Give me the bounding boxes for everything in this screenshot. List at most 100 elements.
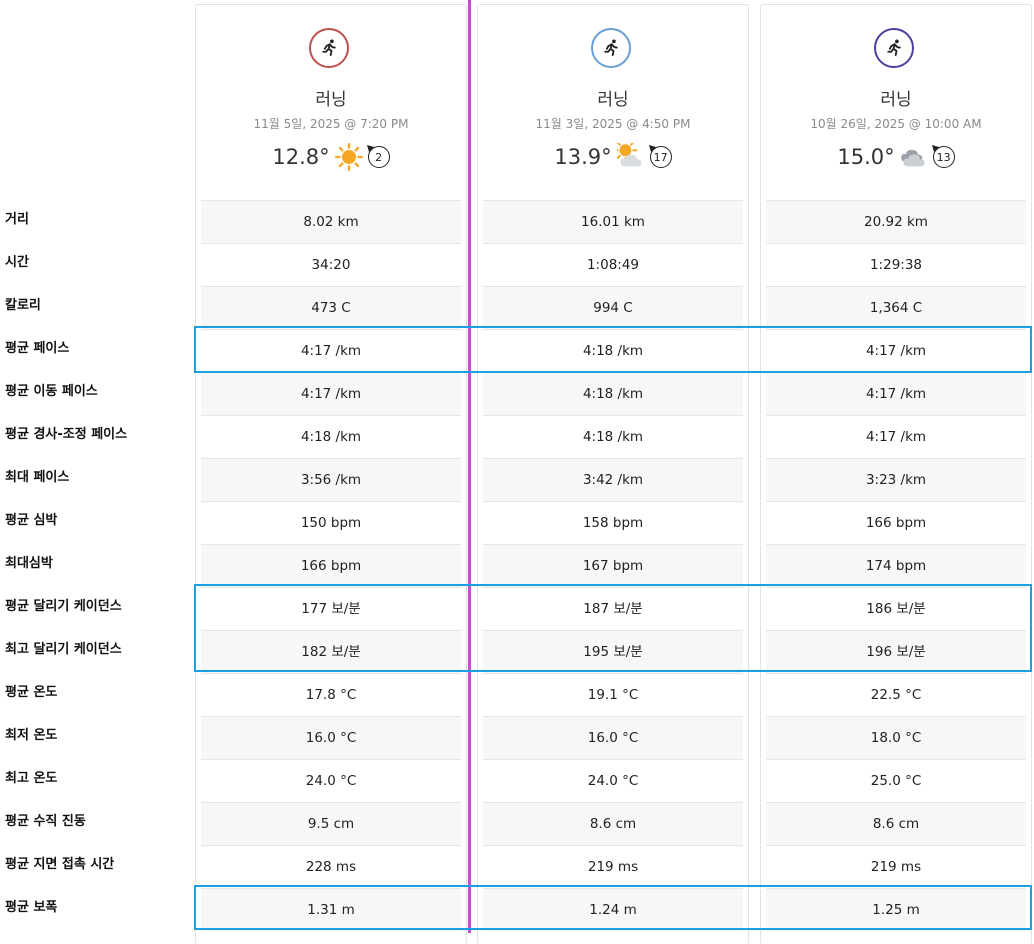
running-icon <box>322 39 336 56</box>
activity-header: 러닝 11월 5일, 2025 @ 7:20 PM 12.8° 2 <box>196 5 466 201</box>
metric-value: 228 ms <box>201 845 461 888</box>
activity-date: 10월 26일, 2025 @ 10:00 AM <box>810 117 982 131</box>
temperature: 15.0° <box>837 145 895 169</box>
metric-label: 거리 <box>5 212 29 227</box>
metric-value: 8.02 km <box>201 200 461 243</box>
temperature: 12.8° <box>272 145 330 169</box>
metric-value: 4:17 /km <box>766 372 1026 415</box>
activity-date: 11월 3일, 2025 @ 4:50 PM <box>535 117 691 131</box>
metric-value: 3:56 /km <box>201 458 461 501</box>
metric-label: 칼로리 <box>5 298 41 313</box>
metric-value: 18.0 °C <box>766 716 1026 759</box>
wind-direction-icon <box>648 145 656 152</box>
metric-value: 24.0 °C <box>201 759 461 802</box>
metric-value: 4:17 /km <box>201 329 461 372</box>
activity-header: 러닝 10월 26일, 2025 @ 10:00 AM 15.0° 13 <box>761 5 1031 201</box>
metric-value: 34:20 <box>201 243 461 286</box>
metric-label: 평균 경사-조정 페이스 <box>5 427 128 442</box>
metric-label: 평균 보폭 <box>5 900 58 915</box>
metric-label: 평균 이동 페이스 <box>5 384 98 399</box>
metric-value: 25.0 °C <box>766 759 1026 802</box>
metric-label: 최대 페이스 <box>5 470 70 485</box>
activity-type[interactable]: 러닝 <box>597 90 629 110</box>
sun-icon <box>334 143 363 171</box>
activity-column-2: 러닝 11월 3일, 2025 @ 4:50 PM 13.9° 17 16.01 km 1… <box>477 4 749 944</box>
metric-label: 평균 지면 접촉 시간 <box>5 857 115 872</box>
wind-speed-icon: 17 <box>648 145 672 168</box>
metric-value: 20.92 km <box>766 200 1026 243</box>
weather-summary: 15.0° 13 <box>761 142 1031 172</box>
wind-speed: 13 <box>936 150 951 164</box>
metric-value: 1,364 C <box>766 286 1026 329</box>
metric-value: 1:08:49 <box>483 243 743 286</box>
metric-label: 최대심박 <box>5 556 53 571</box>
metric-value: 17.8 °C <box>201 673 461 716</box>
activity-type-icon[interactable] <box>309 28 349 68</box>
metric-value: 166 bpm <box>201 544 461 587</box>
wind-speed-icon: 2 <box>366 145 390 168</box>
metric-value: 186 보/분 <box>766 587 1026 630</box>
metric-value: 4:18 /km <box>483 329 743 372</box>
metric-value: 166 bpm <box>766 501 1026 544</box>
metric-value: 196 보/분 <box>766 630 1026 673</box>
metric-value: 1.24 m <box>483 888 743 931</box>
metric-value: 16.0 °C <box>201 716 461 759</box>
metric-value: 167 bpm <box>483 544 743 587</box>
activity-type-icon[interactable] <box>591 28 631 68</box>
activity-column-3: 러닝 10월 26일, 2025 @ 10:00 AM 15.0° 13 20.92 k… <box>760 4 1032 944</box>
metric-value: 3:23 /km <box>766 458 1026 501</box>
weather-summary: 13.9° 17 <box>478 142 748 172</box>
metric-value: 8.6 cm <box>766 802 1026 845</box>
metric-value: 150 bpm <box>201 501 461 544</box>
metric-value: 24.0 °C <box>483 759 743 802</box>
metric-value: 182 보/분 <box>201 630 461 673</box>
wind-speed: 2 <box>375 150 383 164</box>
metric-value: 158 bpm <box>483 501 743 544</box>
metric-value: 473 C <box>201 286 461 329</box>
wind-speed: 17 <box>653 150 668 164</box>
metric-label: 평균 달리기 케이던스 <box>5 599 122 614</box>
metric-value: 174 bpm <box>766 544 1026 587</box>
metric-label: 최고 달리기 케이던스 <box>5 642 122 657</box>
activity-type[interactable]: 러닝 <box>880 90 912 110</box>
metric-value: 994 C <box>483 286 743 329</box>
activity-date: 11월 5일, 2025 @ 7:20 PM <box>253 117 409 131</box>
wind-direction-icon <box>931 145 939 152</box>
metric-label: 평균 심박 <box>5 513 58 528</box>
partly-cloudy-icon <box>616 143 642 167</box>
metric-value: 8.6 cm <box>483 802 743 845</box>
metric-label: 시간 <box>5 255 29 270</box>
metric-value: 1:29:38 <box>766 243 1026 286</box>
running-icon <box>887 39 901 56</box>
metric-value: 22.5 °C <box>766 673 1026 716</box>
activity-column-1: 러닝 11월 5일, 2025 @ 7:20 PM 12.8° 2 8.02 km 34:… <box>195 4 467 944</box>
temperature: 13.9° <box>554 145 612 169</box>
running-icon <box>604 39 618 56</box>
metric-value: 177 보/분 <box>201 587 461 630</box>
metric-value: 1.25 m <box>766 888 1026 931</box>
metric-value: 9.5 cm <box>201 802 461 845</box>
metric-value: 3:42 /km <box>483 458 743 501</box>
metric-value: 219 ms <box>483 845 743 888</box>
metric-value: 1.31 m <box>201 888 461 931</box>
metric-value: 4:18 /km <box>201 415 461 458</box>
comparison-divider <box>468 0 471 933</box>
metric-value: 4:17 /km <box>201 372 461 415</box>
activity-type-icon[interactable] <box>874 28 914 68</box>
metric-value: 195 보/분 <box>483 630 743 673</box>
metric-label: 평균 온도 <box>5 685 58 700</box>
metric-value: 4:18 /km <box>483 372 743 415</box>
wind-speed-icon: 13 <box>931 145 955 168</box>
metric-value: 187 보/분 <box>483 587 743 630</box>
activity-type[interactable]: 러닝 <box>315 90 347 110</box>
metric-value: 19.1 °C <box>483 673 743 716</box>
metric-value: 219 ms <box>766 845 1026 888</box>
wind-direction-icon <box>366 145 374 152</box>
weather-summary: 12.8° 2 <box>196 142 466 172</box>
metric-label: 최저 온도 <box>5 728 58 743</box>
metric-label: 평균 페이스 <box>5 341 70 356</box>
metric-value: 16.01 km <box>483 200 743 243</box>
activity-header: 러닝 11월 3일, 2025 @ 4:50 PM 13.9° 17 <box>478 5 748 201</box>
metric-value: 16.0 °C <box>483 716 743 759</box>
